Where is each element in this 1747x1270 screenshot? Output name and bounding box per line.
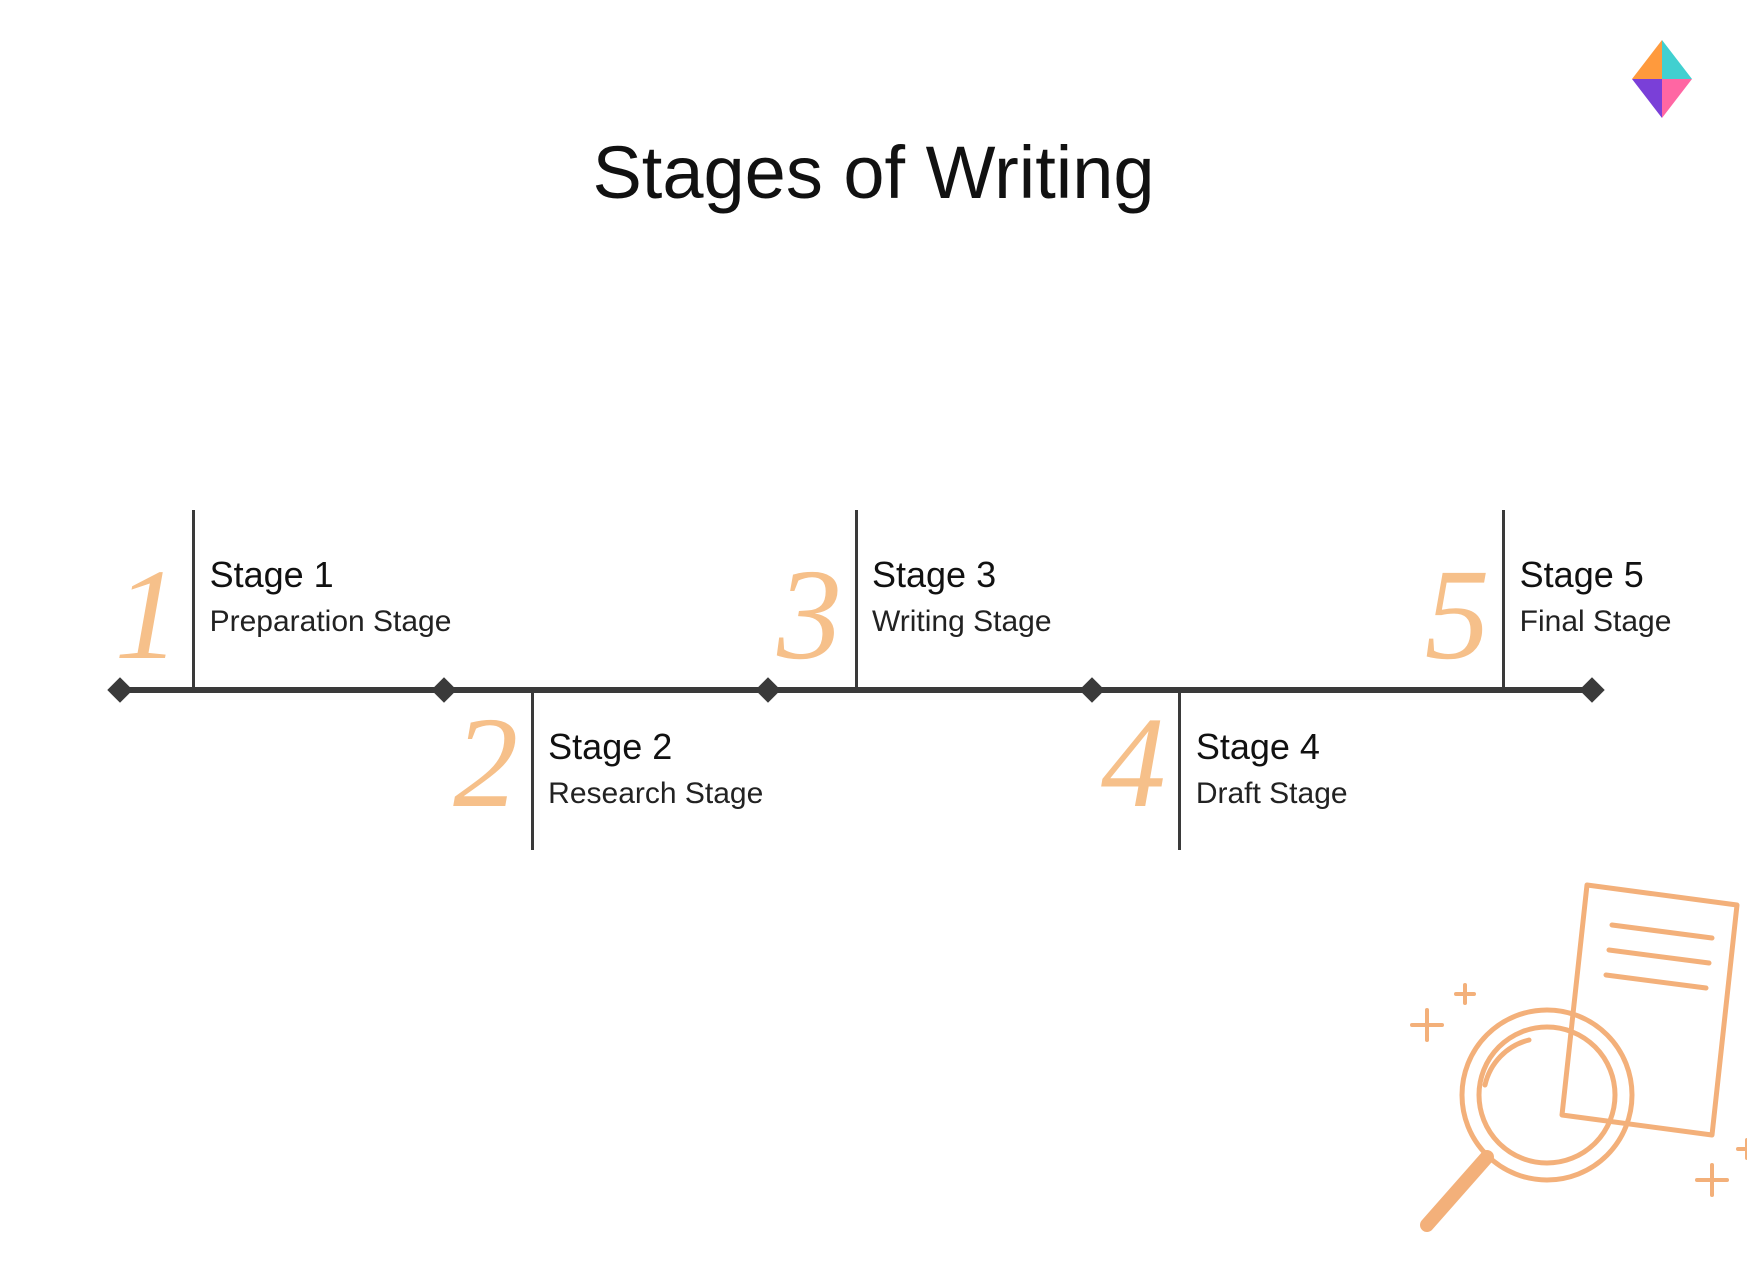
stage-label: Stage 3 <box>872 553 1232 596</box>
logo-left-facet <box>1632 40 1662 79</box>
stage-number: 5 <box>1425 550 1490 680</box>
stage-description: Final Stage <box>1520 604 1747 640</box>
stage-description: Research Stage <box>548 776 908 812</box>
stage-connector-line <box>1502 510 1505 690</box>
stage-number: 1 <box>115 550 180 680</box>
stage-label: Stage 1 <box>210 553 570 596</box>
stage-label: Stage 5 <box>1520 553 1747 596</box>
stage-connector-line <box>1178 690 1181 850</box>
stage-number: 4 <box>1101 698 1166 828</box>
stage-label: Stage 4 <box>1196 725 1556 768</box>
stage-text: Stage 1 Preparation Stage <box>210 553 570 640</box>
logo-top-facet <box>1662 40 1692 79</box>
stage-text: Stage 2 Research Stage <box>548 725 908 812</box>
magnifier-document-icon <box>1357 845 1747 1270</box>
stage-description: Writing Stage <box>872 604 1232 640</box>
stage-text: Stage 4 Draft Stage <box>1196 725 1556 812</box>
logo-bottom-facet <box>1632 79 1662 118</box>
stage-description: Preparation Stage <box>210 604 570 640</box>
stage-description: Draft Stage <box>1196 776 1556 812</box>
logo-right-facet <box>1662 79 1692 118</box>
diamond-logo-icon <box>1632 40 1692 123</box>
stage-text: Stage 3 Writing Stage <box>872 553 1232 640</box>
timeline-diamond <box>1579 677 1604 702</box>
stage-connector-line <box>531 690 534 850</box>
stage-text: Stage 5 Final Stage <box>1520 553 1747 640</box>
stage-connector-line <box>855 510 858 690</box>
page-title: Stages of Writing <box>0 130 1747 215</box>
stage-connector-line <box>192 510 195 690</box>
stage-number: 2 <box>453 698 518 828</box>
stage-number: 3 <box>777 550 842 680</box>
stage-label: Stage 2 <box>548 725 908 768</box>
deco-svg <box>1357 845 1747 1265</box>
